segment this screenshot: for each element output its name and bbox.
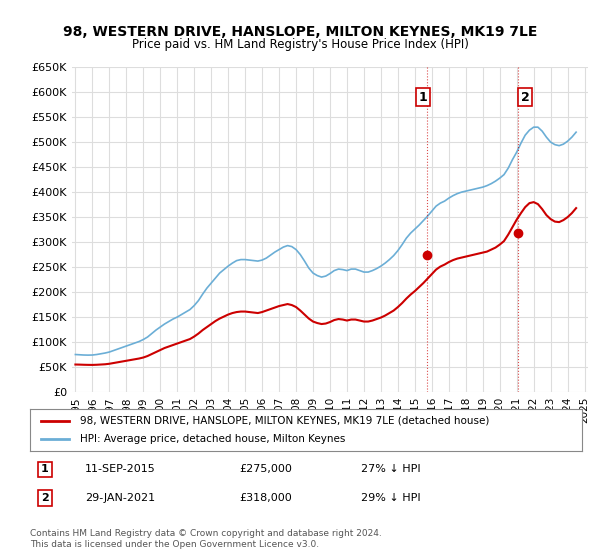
Text: Price paid vs. HM Land Registry's House Price Index (HPI): Price paid vs. HM Land Registry's House … xyxy=(131,38,469,51)
Text: £318,000: £318,000 xyxy=(240,493,293,503)
Text: 98, WESTERN DRIVE, HANSLOPE, MILTON KEYNES, MK19 7LE: 98, WESTERN DRIVE, HANSLOPE, MILTON KEYN… xyxy=(63,25,537,39)
Text: Contains HM Land Registry data © Crown copyright and database right 2024.
This d: Contains HM Land Registry data © Crown c… xyxy=(30,529,382,549)
Text: 27% ↓ HPI: 27% ↓ HPI xyxy=(361,464,421,474)
Text: 98, WESTERN DRIVE, HANSLOPE, MILTON KEYNES, MK19 7LE (detached house): 98, WESTERN DRIVE, HANSLOPE, MILTON KEYN… xyxy=(80,416,489,426)
Text: 1: 1 xyxy=(41,464,49,474)
Text: £275,000: £275,000 xyxy=(240,464,293,474)
Text: 29-JAN-2021: 29-JAN-2021 xyxy=(85,493,155,503)
Text: 29% ↓ HPI: 29% ↓ HPI xyxy=(361,493,421,503)
Text: HPI: Average price, detached house, Milton Keynes: HPI: Average price, detached house, Milt… xyxy=(80,434,345,444)
Text: 1: 1 xyxy=(419,91,428,104)
Text: 2: 2 xyxy=(41,493,49,503)
Text: 2: 2 xyxy=(521,91,530,104)
Text: 11-SEP-2015: 11-SEP-2015 xyxy=(85,464,156,474)
